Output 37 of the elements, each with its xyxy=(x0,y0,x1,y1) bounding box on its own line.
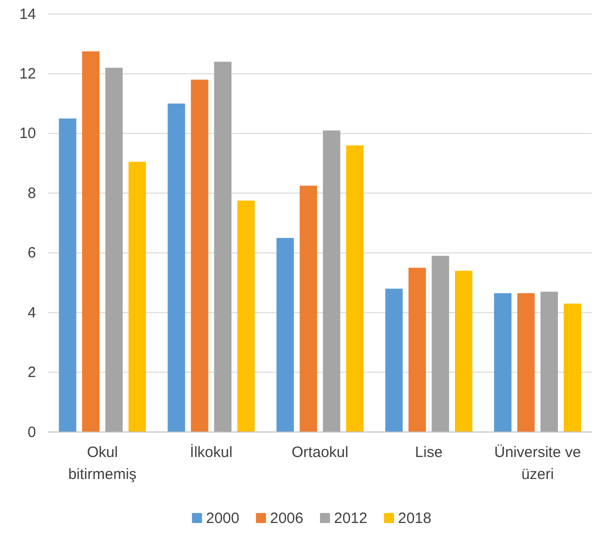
bar xyxy=(432,256,450,432)
bar xyxy=(385,288,403,432)
bar xyxy=(564,304,582,432)
bar xyxy=(517,293,535,432)
legend-label: 2006 xyxy=(270,510,304,527)
bar xyxy=(322,130,340,432)
x-tick-label: İlkokul xyxy=(190,443,232,461)
bar xyxy=(82,51,100,432)
bar xyxy=(276,238,294,432)
y-tick-label: 6 xyxy=(28,244,36,262)
y-tick-label: 0 xyxy=(28,424,36,441)
y-tick-label: 8 xyxy=(28,184,36,202)
legend-label: 2012 xyxy=(334,510,368,527)
bar xyxy=(494,293,512,432)
y-tick-label: 12 xyxy=(19,66,36,83)
y-tick-label: 2 xyxy=(28,364,36,382)
bar xyxy=(237,200,255,432)
bar xyxy=(190,80,208,432)
y-tick-label: 10 xyxy=(19,125,36,142)
y-tick-label: 4 xyxy=(28,304,36,322)
bar xyxy=(408,268,426,432)
legend-label: 2018 xyxy=(398,510,432,527)
legend-label: 2000 xyxy=(206,510,240,527)
bar xyxy=(454,270,472,432)
bar xyxy=(58,118,76,432)
bar xyxy=(105,68,123,432)
bar xyxy=(346,145,364,432)
x-tick-label: Okul bitirmemiş xyxy=(68,444,137,483)
bar xyxy=(540,292,558,432)
y-tick-label: 14 xyxy=(19,6,36,23)
x-tick-label: Lise xyxy=(415,444,443,461)
bar xyxy=(214,62,232,432)
x-tick-label: Üniversite ve üzeri xyxy=(494,444,581,483)
bar xyxy=(300,186,318,432)
x-tick-label: Ortaokul xyxy=(292,444,348,461)
bar xyxy=(128,162,146,432)
bar xyxy=(168,104,186,432)
